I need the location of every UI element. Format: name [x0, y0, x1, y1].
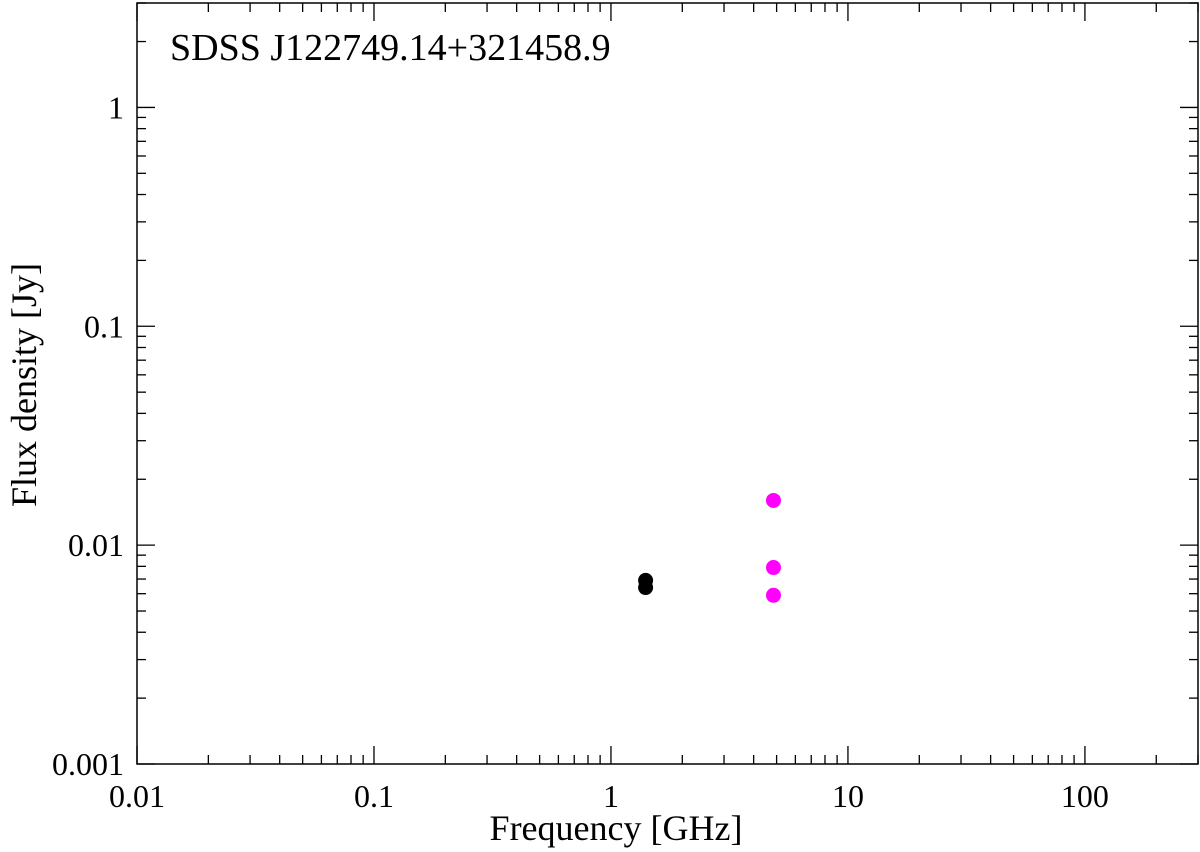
y-tick-label: 0.001 — [52, 746, 124, 782]
x-tick-label: 0.1 — [354, 778, 394, 814]
x-tick-label: 10 — [832, 778, 864, 814]
plot-frame — [136, 2, 1199, 765]
data-point — [765, 560, 781, 576]
x-tick-label: 1 — [603, 778, 619, 814]
y-tick-label: 0.01 — [68, 527, 124, 563]
data-points — [638, 492, 781, 603]
y-tick-label: 1 — [108, 89, 124, 125]
data-point — [765, 492, 781, 508]
x-tick-label: 100 — [1061, 778, 1109, 814]
x-axis-title: Frequency [GHz] — [490, 808, 743, 848]
y-axis-title: Flux density [Jy] — [4, 263, 44, 507]
x-tick-label: 0.01 — [109, 778, 165, 814]
axis-ticks — [136, 2, 1199, 765]
data-point — [638, 580, 654, 596]
data-point — [765, 587, 781, 603]
chart-title: SDSS J122749.14+321458.9 — [170, 27, 611, 69]
y-tick-label: 0.1 — [84, 308, 124, 344]
